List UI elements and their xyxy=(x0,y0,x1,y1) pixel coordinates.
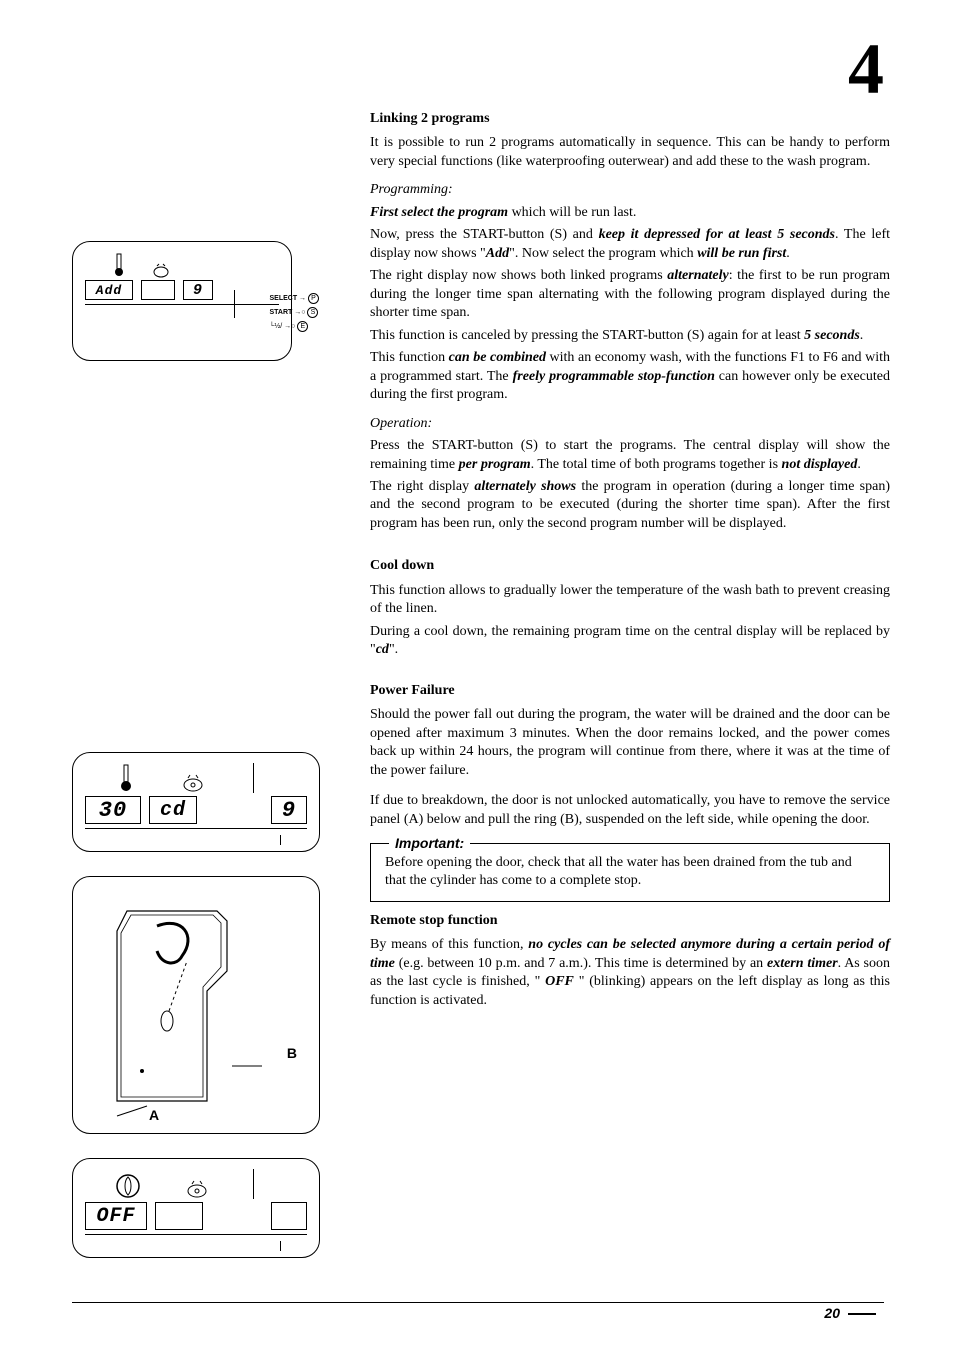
linking-p1: First select the program which will be r… xyxy=(370,204,890,222)
cooldown-p2: During a cool down, the remaining progra… xyxy=(370,623,890,660)
figure-linking-panel: Add 9 SELECT → P START →○ S └½/ →○ E xyxy=(72,241,332,361)
figure-off-panel: OFF xyxy=(72,1158,332,1258)
display-right-empty xyxy=(271,1202,307,1230)
linking-intro: It is possible to run 2 programs automat… xyxy=(370,134,890,171)
display-cd: cd xyxy=(149,796,197,824)
display-add: Add xyxy=(85,280,133,300)
thermometer-icon xyxy=(119,763,133,793)
cooldown-p1: This function allows to gradually lower … xyxy=(370,582,890,619)
clock-icon xyxy=(181,773,205,793)
display-center-empty xyxy=(155,1202,203,1230)
subhead-operation: Operation: xyxy=(370,415,890,433)
display-off: OFF xyxy=(85,1202,147,1230)
label-a: A xyxy=(149,1107,159,1123)
subhead-programming: Programming: xyxy=(370,181,890,199)
door-release-diagram xyxy=(87,891,303,1117)
display-temp: 30 xyxy=(85,796,141,824)
button-select-row: SELECT → P xyxy=(269,292,319,306)
clock-icon xyxy=(151,262,171,278)
power-p1: Should the power fall out during the pro… xyxy=(370,706,890,780)
main-content: Linking 2 programs It is possible to run… xyxy=(370,110,890,1010)
display-prog: 9 xyxy=(183,280,213,300)
linking-p2: Now, press the START-button (S) and keep… xyxy=(370,226,890,263)
heading-power: Power Failure xyxy=(370,682,890,700)
linking-p4: This function is canceled by pressing th… xyxy=(370,327,890,345)
button-start-row: START →○ S xyxy=(269,306,319,320)
chapter-number: 4 xyxy=(848,28,884,111)
figure-door-release: B A xyxy=(72,876,332,1134)
thermometer-icon xyxy=(113,252,125,278)
footer-rule xyxy=(72,1302,884,1303)
button-e-row: └½/ →○ E xyxy=(269,320,319,334)
clock-icon xyxy=(185,1179,209,1199)
heading-cooldown: Cool down xyxy=(370,557,890,575)
page-number: 20 xyxy=(824,1305,876,1321)
linking-o1: Press the START-button (S) to start the … xyxy=(370,437,890,474)
important-box: Important: Before opening the door, chec… xyxy=(370,843,890,902)
power-p2: If due to breakdown, the door is not unl… xyxy=(370,792,890,829)
important-body: Before opening the door, check that all … xyxy=(385,855,852,888)
heading-remote: Remote stop function xyxy=(370,912,890,930)
display-center-empty xyxy=(141,280,175,300)
heading-linking: Linking 2 programs xyxy=(370,110,890,128)
remote-p1: By means of this function, no cycles can… xyxy=(370,936,890,1010)
linking-p3: The right display now shows both linked … xyxy=(370,267,890,322)
dial-icon xyxy=(115,1173,141,1199)
display-prog: 9 xyxy=(271,796,307,824)
important-title: Important: xyxy=(389,834,470,852)
figure-cooldown-panel: 30 cd 9 xyxy=(72,752,332,852)
linking-o2: The right display alternately shows the … xyxy=(370,478,890,533)
label-b: B xyxy=(287,1045,297,1061)
linking-p5: This function can be combined with an ec… xyxy=(370,349,890,404)
